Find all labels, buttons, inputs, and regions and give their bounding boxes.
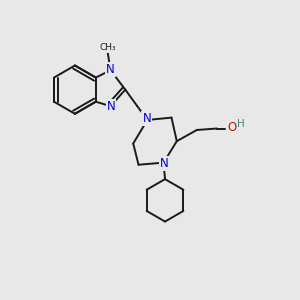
Text: N: N <box>142 112 151 125</box>
Text: O: O <box>227 122 236 134</box>
Text: N: N <box>160 157 169 170</box>
Text: H: H <box>237 119 245 129</box>
Text: CH₃: CH₃ <box>99 43 116 52</box>
Text: N: N <box>106 63 115 76</box>
Text: N: N <box>107 100 116 112</box>
